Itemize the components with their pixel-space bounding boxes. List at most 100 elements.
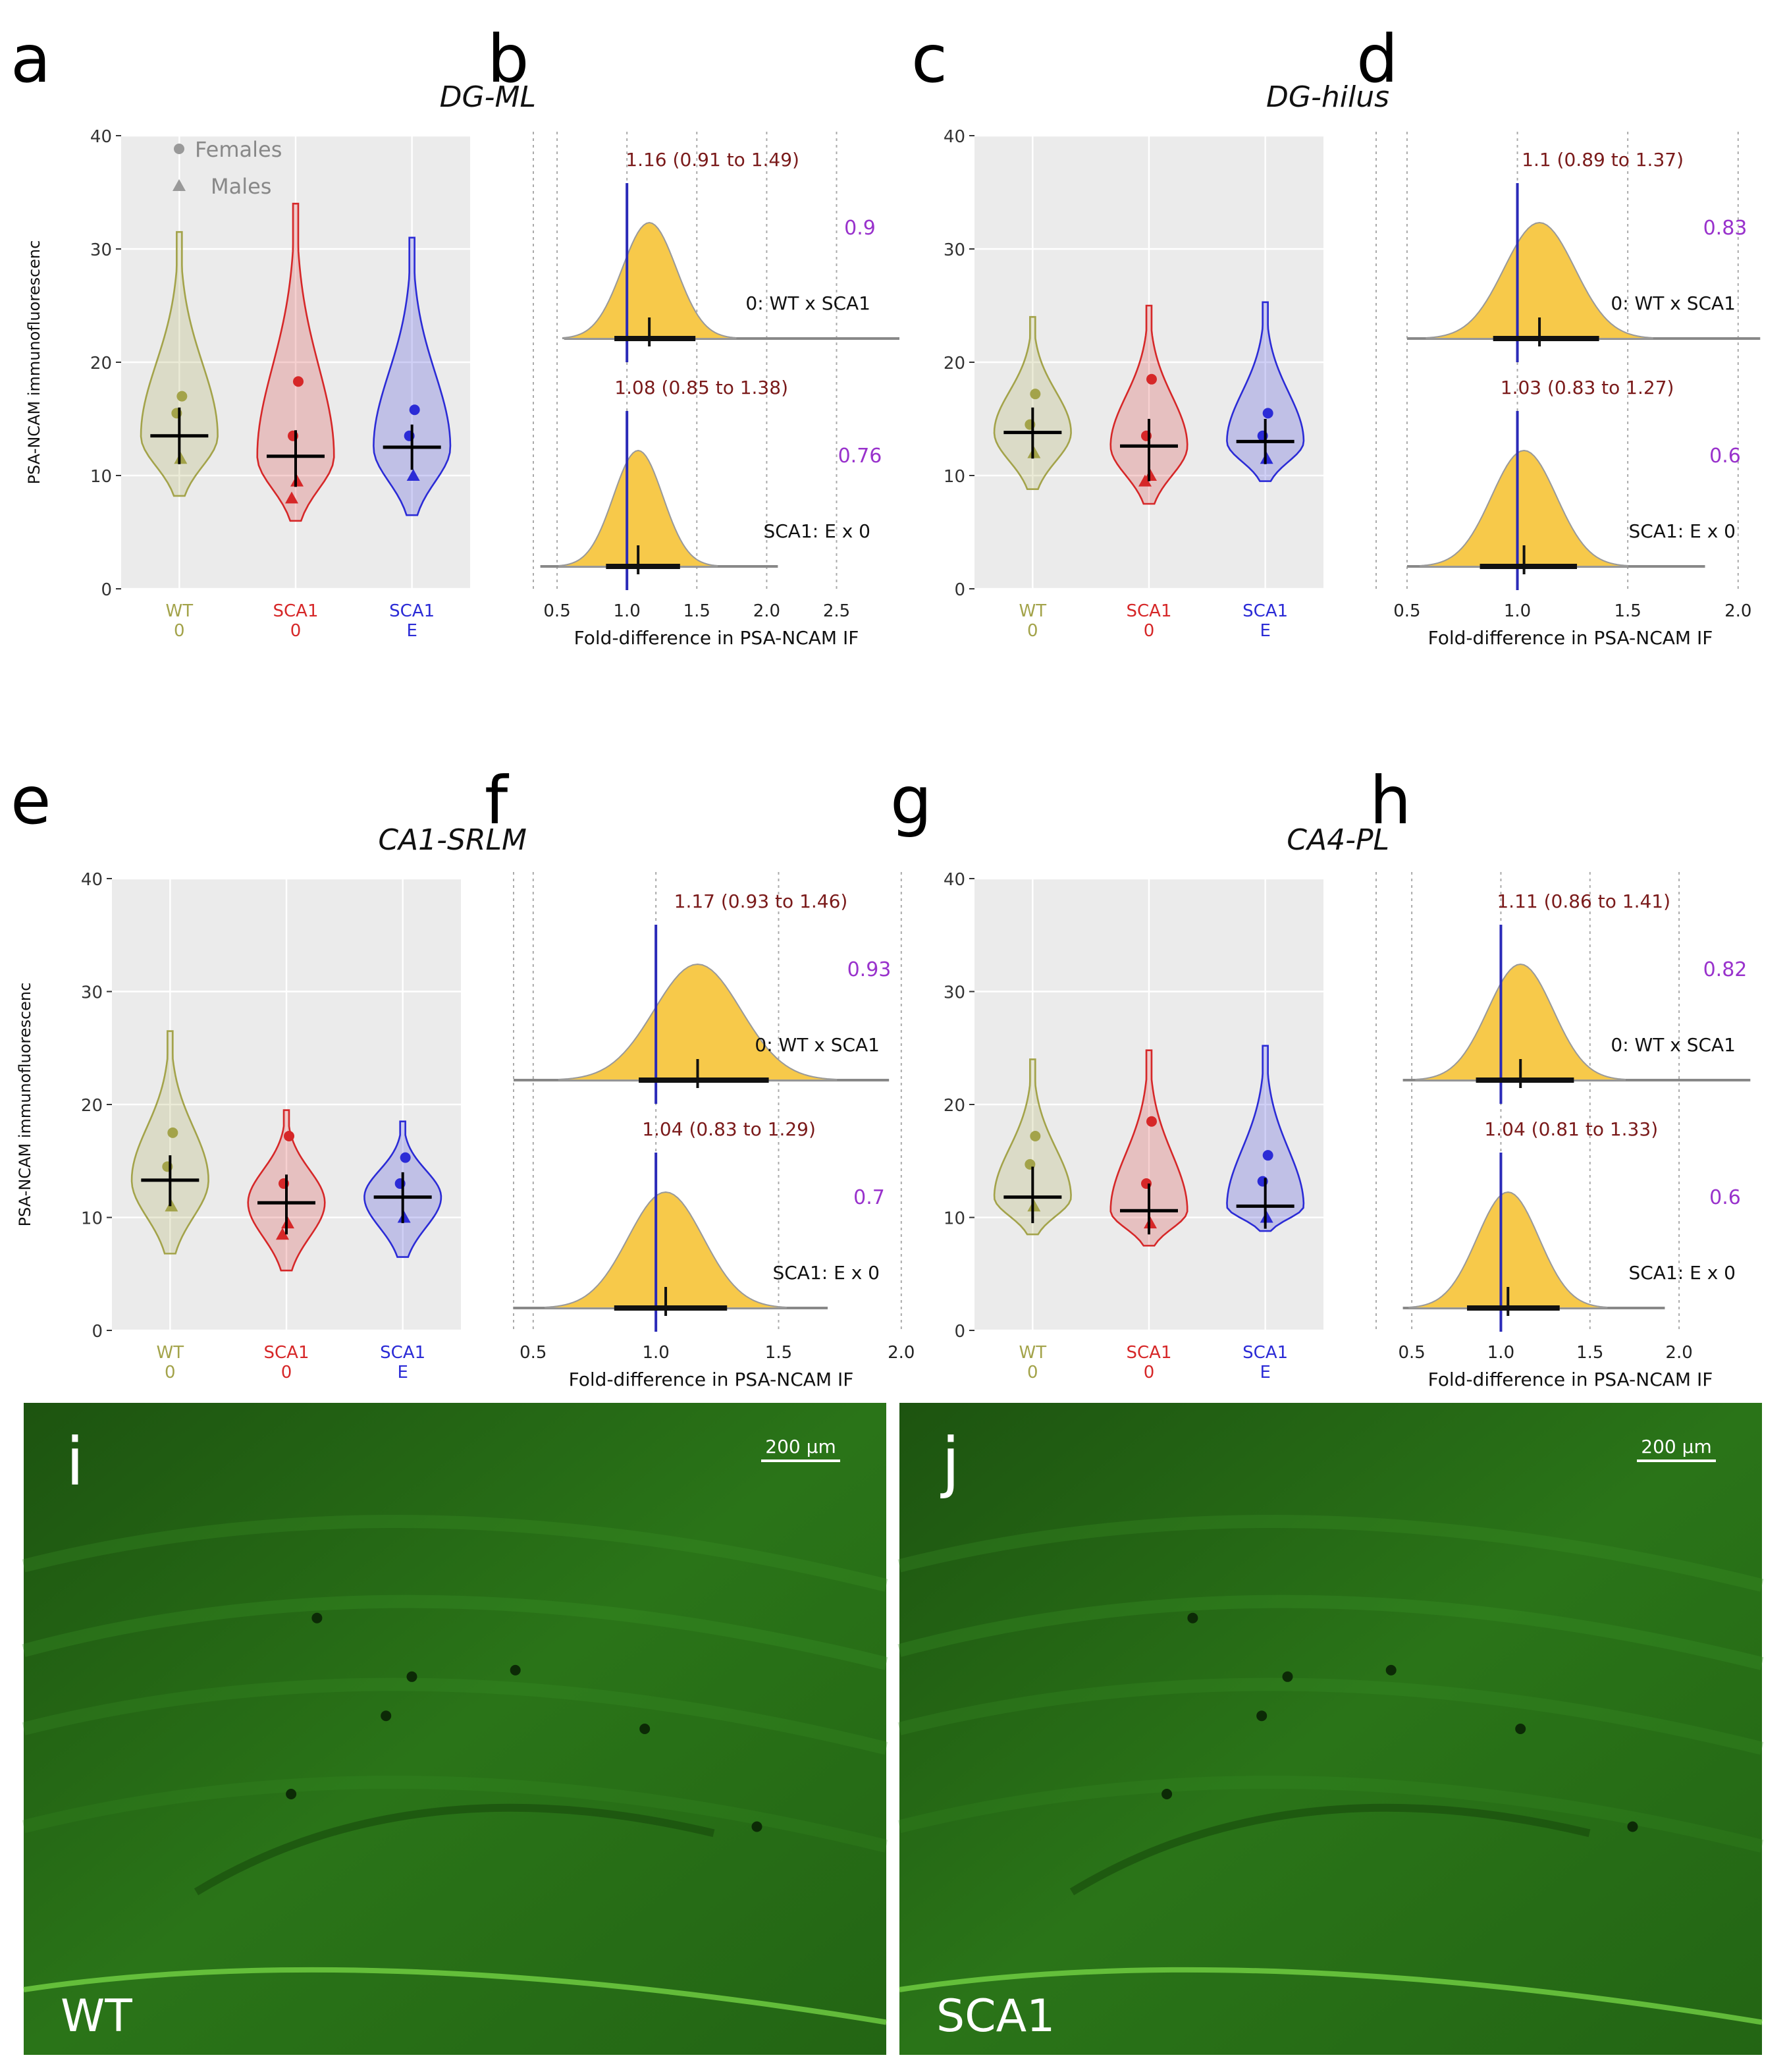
x-tick-label: WT bbox=[157, 1343, 184, 1363]
chart-title: CA1-SRLM bbox=[378, 823, 527, 857]
x-tick-label: 2.0 bbox=[753, 601, 780, 621]
x-tick-label: 0.5 bbox=[1398, 1343, 1425, 1363]
y-tick-label: 40 bbox=[944, 870, 965, 890]
chart-title: DG-hilus bbox=[1266, 80, 1389, 114]
x-tick-sublabel: 0 bbox=[1027, 1363, 1038, 1382]
x-axis-label: Fold-difference in PSA-NCAM IF bbox=[574, 627, 859, 649]
y-tick-label: 20 bbox=[90, 354, 112, 373]
tissue-layer bbox=[22, 1595, 888, 1670]
estimate-label: 1.16 (0.91 to 1.49) bbox=[626, 149, 799, 171]
panel-letter: c bbox=[911, 20, 947, 97]
probability-label: 0.9 bbox=[844, 217, 876, 240]
row-label: SCA1: E x 0 bbox=[1628, 1262, 1736, 1284]
chart-title: CA4-PL bbox=[1287, 823, 1389, 857]
density bbox=[1426, 221, 1653, 339]
female-point bbox=[176, 391, 188, 402]
female-point bbox=[167, 1127, 178, 1138]
violin bbox=[993, 315, 1072, 490]
y-tick-label: 20 bbox=[944, 1096, 965, 1116]
estimate-label: 1.1 (0.89 to 1.37) bbox=[1522, 149, 1684, 171]
x-tick-sublabel: 0 bbox=[1027, 621, 1038, 641]
x-tick-label: SCA1 bbox=[389, 601, 435, 621]
violin bbox=[1226, 301, 1305, 482]
row-label: SCA1: E x 0 bbox=[772, 1262, 880, 1284]
x-tick-label: 0.5 bbox=[543, 601, 570, 621]
tissue-layer bbox=[194, 1803, 715, 1895]
female-point bbox=[1030, 389, 1041, 400]
x-axis-label: Fold-difference in PSA-NCAM IF bbox=[1428, 627, 1713, 649]
probability-label: 0.7 bbox=[853, 1186, 885, 1209]
panel-letter: e bbox=[11, 762, 51, 839]
y-tick-label: 20 bbox=[944, 354, 965, 373]
x-tick-label: 2.0 bbox=[1665, 1343, 1692, 1363]
row-label: 0: WT x SCA1 bbox=[1611, 292, 1736, 314]
probability-label: 0.6 bbox=[1709, 1186, 1741, 1209]
row-label: SCA1: E x 0 bbox=[763, 520, 870, 542]
x-axis-label: Fold-difference in PSA-NCAM IF bbox=[569, 1369, 854, 1390]
probability-label: 0.93 bbox=[847, 958, 892, 981]
image-label: WT bbox=[61, 1990, 132, 2042]
dark-spot bbox=[1627, 1821, 1638, 1832]
violin bbox=[1109, 304, 1188, 505]
probability-label: 0.76 bbox=[838, 445, 882, 468]
x-tick-sublabel: 0 bbox=[174, 621, 185, 641]
x-axis-label: Fold-difference in PSA-NCAM IF bbox=[1428, 1369, 1713, 1390]
x-tick-label: WT bbox=[1019, 601, 1047, 621]
micrograph bbox=[899, 1403, 1762, 2055]
estimate-label: 1.03 (0.83 to 1.27) bbox=[1501, 377, 1674, 398]
row-label: 0: WT x SCA1 bbox=[755, 1034, 880, 1056]
dark-spot bbox=[1256, 1710, 1267, 1722]
x-tick-sublabel: E bbox=[406, 621, 417, 641]
x-tick-label: 1.0 bbox=[642, 1343, 669, 1363]
dark-spot bbox=[311, 1612, 323, 1623]
x-tick-label: SCA1 bbox=[380, 1343, 425, 1363]
male-point bbox=[285, 491, 298, 504]
panel-letter: g bbox=[890, 762, 932, 839]
panel-letter: d bbox=[1356, 20, 1398, 97]
violin bbox=[1109, 1049, 1188, 1247]
tissue-layer bbox=[22, 1776, 888, 1853]
density bbox=[562, 221, 737, 339]
y-tick-label: 0 bbox=[954, 580, 965, 600]
legend-label: Males bbox=[211, 174, 271, 199]
tissue-layer bbox=[22, 1677, 888, 1755]
y-tick-label: 0 bbox=[92, 1322, 103, 1342]
x-tick-sublabel: E bbox=[1260, 1363, 1270, 1382]
density bbox=[1415, 963, 1626, 1081]
tissue-layer bbox=[897, 1515, 1764, 1592]
x-tick-label: SCA1 bbox=[1127, 601, 1172, 621]
row-label: 0: WT x SCA1 bbox=[745, 292, 870, 314]
y-tick-label: 30 bbox=[944, 240, 965, 260]
x-tick-label: 1.0 bbox=[1504, 601, 1531, 621]
x-tick-label: 1.5 bbox=[1576, 1343, 1603, 1363]
estimate-label: 1.08 (0.85 to 1.38) bbox=[614, 377, 788, 398]
tissue-layer bbox=[897, 1677, 1764, 1755]
dark-spot bbox=[1187, 1612, 1198, 1623]
y-tick-label: 10 bbox=[90, 467, 112, 487]
x-tick-label: 2.0 bbox=[1724, 601, 1751, 621]
x-tick-label: 1.5 bbox=[765, 1343, 792, 1363]
dark-spot bbox=[286, 1789, 297, 1799]
panel-letter: f bbox=[485, 762, 510, 839]
micrograph bbox=[24, 1403, 886, 2055]
y-tick-label: 10 bbox=[944, 1209, 965, 1229]
x-tick-sublabel: 0 bbox=[1144, 621, 1155, 641]
male-point bbox=[406, 469, 420, 481]
male-point bbox=[1138, 474, 1152, 487]
dark-spot bbox=[381, 1710, 392, 1722]
x-tick-label: SCA1 bbox=[1127, 1343, 1172, 1363]
legend-symbol bbox=[173, 179, 186, 191]
dark-spot bbox=[1385, 1664, 1397, 1676]
density bbox=[1420, 449, 1628, 567]
male-point bbox=[276, 1228, 289, 1240]
panel-letter: j bbox=[940, 1423, 960, 1500]
female-point bbox=[284, 1131, 294, 1142]
density bbox=[545, 1191, 787, 1309]
y-tick-label: 40 bbox=[90, 127, 112, 147]
y-tick-label: 20 bbox=[81, 1096, 103, 1116]
dark-spot bbox=[510, 1664, 521, 1676]
y-tick-label: 30 bbox=[81, 983, 103, 1003]
female-point bbox=[1262, 1150, 1273, 1161]
y-tick-label: 0 bbox=[954, 1322, 965, 1342]
